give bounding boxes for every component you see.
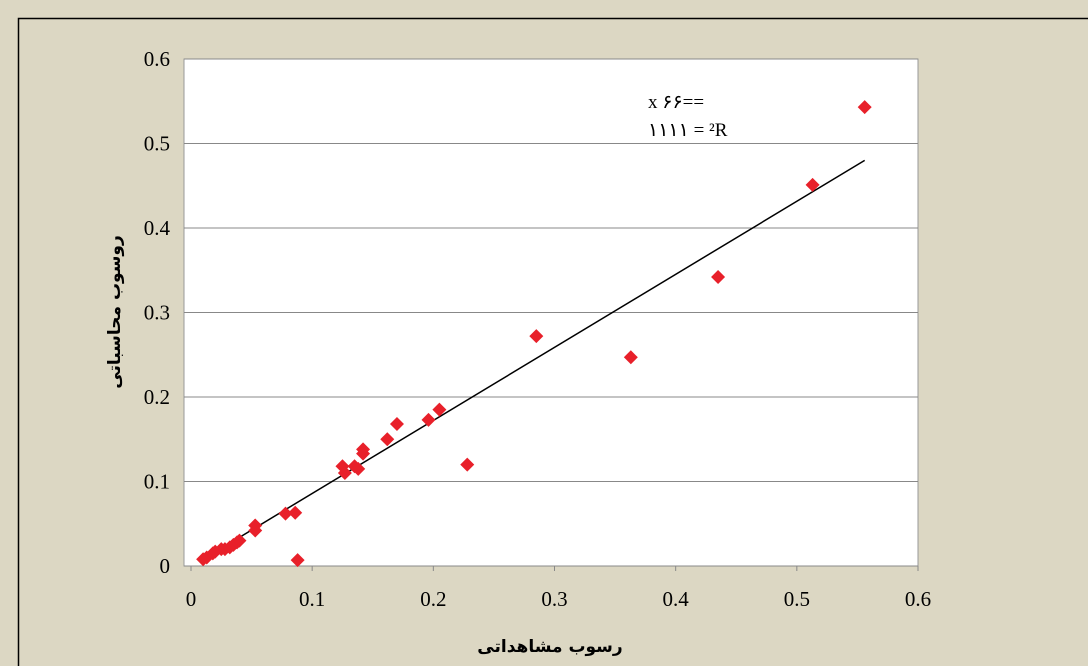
y-tick-label: 0.5: [144, 132, 170, 156]
x-tick-label: 0.5: [784, 587, 810, 611]
x-axis-title: رسوب مشاهداتی: [477, 637, 622, 657]
x-tick-label: 0.3: [541, 587, 567, 611]
x-tick-label: 0: [186, 587, 197, 611]
y-tick-label: 0.3: [144, 301, 170, 325]
y-tick-label: 0: [160, 554, 171, 578]
annotation: x ۶۶==: [648, 92, 704, 113]
x-tick-label: 0.6: [905, 587, 931, 611]
x-tick-label: 0.2: [420, 587, 446, 611]
x-tick-label: 0.4: [663, 587, 690, 611]
x-tick-label: 0.1: [299, 587, 325, 611]
y-tick-label: 0.2: [144, 385, 170, 409]
y-tick-label: 0.1: [144, 470, 170, 494]
y-axis-title: روسوب محاسباتی: [105, 235, 125, 389]
y-tick-label: 0.4: [144, 216, 171, 240]
annotation: ۱۱۱۱ = ²R: [648, 120, 728, 141]
y-tick-label: 0.6: [144, 47, 170, 71]
chart: رسوب مشاهداتی روسوب محاسباتی x ۶۶== ۱۱۱۱…: [0, 0, 1088, 666]
